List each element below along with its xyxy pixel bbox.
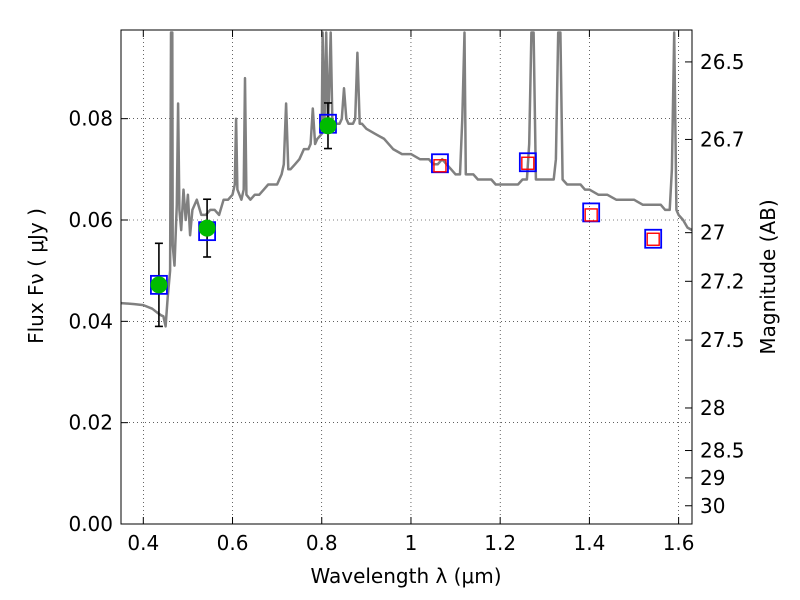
observed-flux-point — [198, 219, 216, 237]
y2-tick-label: 30 — [700, 494, 725, 518]
y-tick-label: 0.04 — [68, 309, 113, 333]
axis-ticks: 0.4 0.6 0.8 1 1.2 1.4 1.6 0.00 0.02 0.04 0.06 0.08 2… — [68, 30, 745, 555]
y2-tick-label: 27.2 — [700, 269, 745, 293]
model-spectrum-line — [121, 31, 692, 328]
model-spectrum-layer — [121, 31, 692, 328]
y2-tick-label: 27 — [700, 221, 725, 245]
x-tick-label: 0.4 — [127, 531, 159, 555]
predicted-flux-marker — [433, 159, 447, 173]
observed-flux-point — [150, 276, 168, 294]
y-tick-label: 0.08 — [68, 107, 113, 131]
x-tick-label: 1 — [405, 531, 418, 555]
x-tick-label: 0.8 — [306, 531, 338, 555]
y2-tick-label: 29 — [700, 466, 725, 490]
plot-frame — [120, 29, 693, 525]
x-tick-label: 1.2 — [484, 531, 516, 555]
x-tick-label: 1.6 — [663, 531, 695, 555]
model-flux-marker — [644, 228, 663, 249]
y-tick-label: 0.00 — [68, 512, 113, 536]
y2-tick-label: 28.5 — [700, 439, 745, 463]
y2-tick-label: 26.7 — [700, 127, 745, 151]
y-axis-label: Flux Fν ( μJy ) — [24, 208, 48, 344]
observed-flux-point — [319, 117, 337, 135]
predicted-flux-marker — [646, 232, 660, 246]
photometry-layer — [150, 102, 663, 328]
y2-tick-label: 26.5 — [700, 50, 745, 74]
model-flux-marker — [518, 152, 537, 173]
x-tick-label: 1.4 — [573, 531, 605, 555]
y2-tick-label: 27.5 — [700, 328, 745, 352]
y2-tick-label: 28 — [700, 396, 725, 420]
x-axis-label: Wavelength λ (μm) — [310, 564, 501, 588]
predicted-flux-marker — [521, 156, 535, 170]
y-tick-label: 0.02 — [68, 411, 113, 435]
y-tick-label: 0.06 — [68, 208, 113, 232]
x-tick-label: 0.6 — [217, 531, 249, 555]
predicted-flux-marker — [584, 208, 598, 222]
y2-axis-label: Magnitude (AB) — [756, 199, 780, 354]
grid-lines — [121, 30, 692, 524]
